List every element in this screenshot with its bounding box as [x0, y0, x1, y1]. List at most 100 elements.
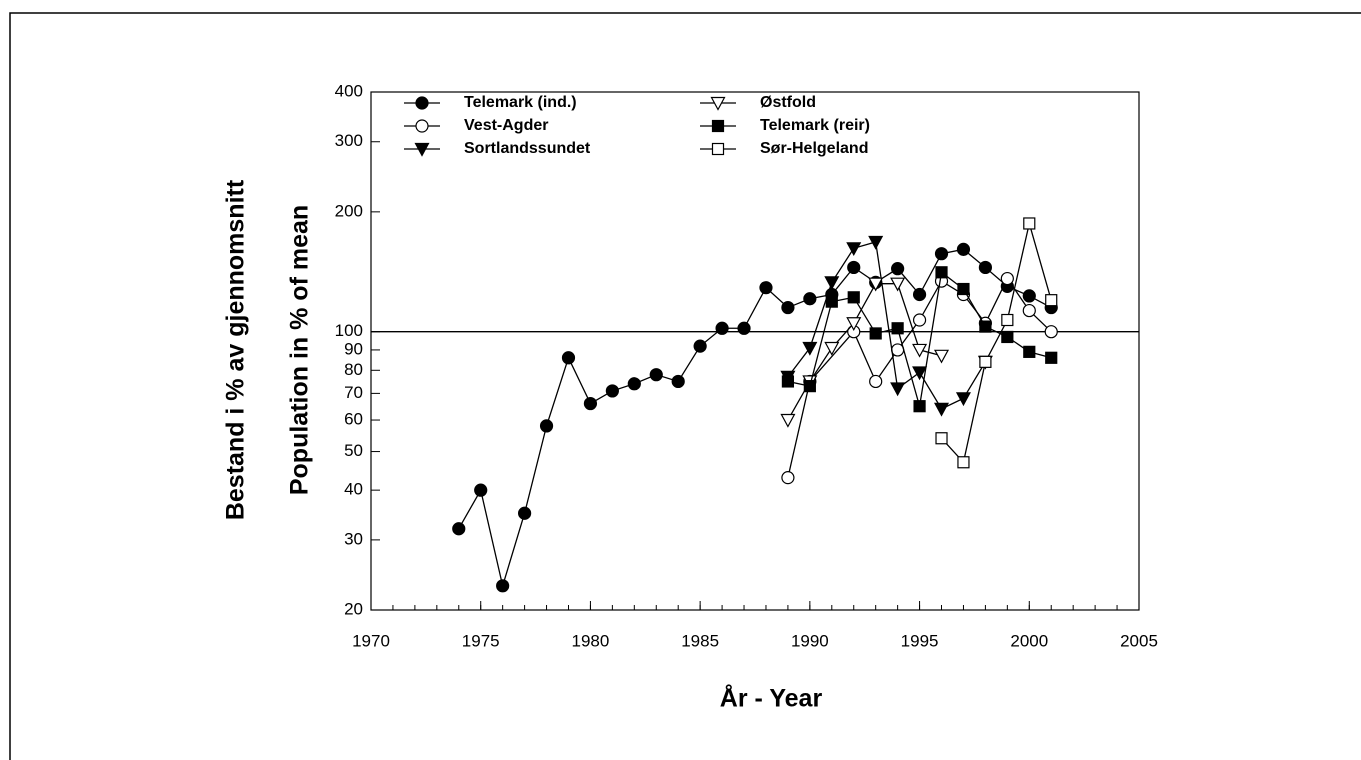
marker [539, 419, 554, 433]
marker [935, 432, 948, 445]
marker [803, 380, 816, 393]
marker [847, 291, 860, 304]
y-tick-label: 90 [344, 339, 363, 358]
marker [979, 320, 992, 333]
marker [780, 413, 796, 428]
marker [912, 313, 927, 327]
y-tick-label: 80 [344, 360, 363, 379]
marker [710, 96, 726, 111]
x-tick-label: 1980 [572, 631, 610, 650]
marker [415, 96, 429, 110]
marker [869, 327, 882, 340]
marker [913, 400, 926, 413]
marker [1022, 289, 1036, 303]
marker [561, 351, 576, 365]
marker [1023, 345, 1036, 358]
marker [711, 119, 725, 133]
legend-label: Sør-Helgeland [760, 140, 868, 157]
marker [912, 343, 928, 358]
marker [693, 339, 707, 353]
marker [1022, 303, 1036, 318]
marker [605, 384, 619, 398]
marker [912, 287, 927, 302]
marker [956, 242, 971, 256]
y-tick-label: 200 [335, 201, 363, 220]
legend-label: Østfold [760, 94, 816, 111]
marker [935, 266, 948, 279]
y-tick-label: 60 [344, 410, 363, 429]
legend-label: Telemark (ind.) [464, 94, 577, 111]
marker [803, 292, 817, 306]
marker [1023, 217, 1036, 230]
marker [978, 260, 993, 275]
marker [891, 343, 905, 357]
marker [979, 355, 992, 368]
series-line [787, 241, 986, 410]
y-tick-label: 30 [344, 529, 363, 548]
marker [957, 456, 970, 469]
marker [1001, 330, 1014, 344]
marker [891, 262, 905, 276]
series-line [458, 248, 1052, 589]
marker [912, 366, 928, 381]
marker [824, 341, 840, 356]
marker [583, 396, 598, 411]
legend-label: Sortlandssundet [464, 140, 591, 157]
series-line [941, 223, 1052, 464]
marker [711, 142, 725, 156]
y-tick-label: 40 [344, 480, 363, 499]
marker [934, 247, 949, 261]
marker [759, 281, 773, 295]
marker [649, 368, 663, 382]
marker [452, 522, 466, 536]
marker [1045, 294, 1058, 307]
marker [868, 277, 884, 292]
marker [891, 322, 904, 335]
marker [496, 579, 510, 593]
marker [955, 392, 971, 407]
marker [1045, 351, 1058, 364]
marker [781, 375, 795, 388]
marker [868, 235, 884, 250]
marker [824, 276, 840, 291]
marker [737, 321, 751, 335]
marker [414, 142, 430, 157]
x-tick-label: 1970 [352, 631, 390, 650]
legend-label: Telemark (reir) [760, 117, 870, 134]
x-tick-label: 1990 [791, 631, 829, 650]
marker [957, 282, 970, 296]
marker [1000, 271, 1014, 286]
x-tick-label: 2000 [1010, 631, 1048, 650]
marker [1044, 325, 1058, 339]
x-tick-label: 1985 [681, 631, 719, 650]
x-tick-label: 1975 [462, 631, 500, 650]
legend-label: Vest-Agder [464, 117, 548, 134]
marker [474, 483, 488, 497]
x-axis-label: År - Year [720, 684, 823, 713]
plot-area [370, 91, 1140, 611]
marker [415, 119, 429, 133]
y-axis-label: Bestand i % av gjennomsnitt [222, 179, 250, 520]
marker [781, 300, 795, 315]
marker [825, 295, 838, 308]
x-tick-label: 1995 [901, 631, 939, 650]
marker [802, 341, 818, 356]
marker [934, 402, 950, 417]
marker [781, 471, 795, 485]
marker [890, 277, 906, 292]
frame [9, 12, 1361, 760]
marker [627, 377, 641, 391]
marker [847, 260, 861, 275]
marker [934, 349, 950, 364]
y-tick-label: 20 [344, 599, 363, 618]
marker [869, 374, 883, 389]
y-tick-label: 100 [335, 321, 363, 340]
y-tick-label: 50 [344, 441, 363, 460]
marker [715, 321, 729, 335]
marker [890, 382, 906, 397]
marker [846, 317, 862, 332]
y-tick-label: 300 [335, 131, 363, 150]
marker [671, 374, 685, 389]
marker [1001, 313, 1014, 327]
